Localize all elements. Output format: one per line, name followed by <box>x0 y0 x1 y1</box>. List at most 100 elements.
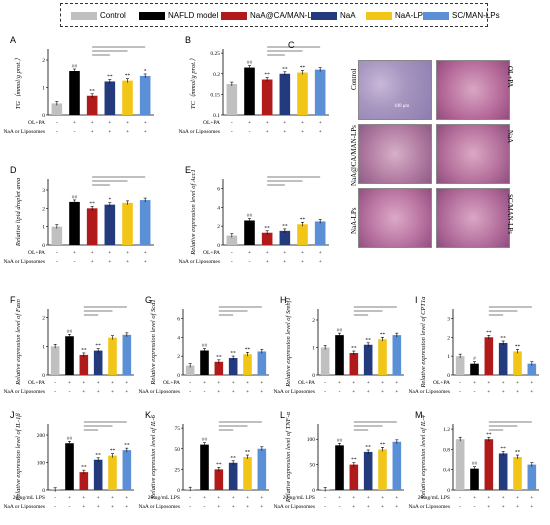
condition-sign: - <box>54 495 56 501</box>
significance-label: ** <box>500 446 506 452</box>
significance-label: ** <box>89 88 95 94</box>
condition-label: NaA or Liposomes <box>273 389 315 395</box>
condition-label: NaA or Liposomes <box>273 504 315 510</box>
y-tick-label: 200 <box>37 433 46 439</box>
y-axis-label: Relative expression level of Fasn <box>15 299 22 386</box>
condition-sign: + <box>395 389 398 395</box>
bar <box>513 457 522 490</box>
bar <box>94 351 103 375</box>
condition-sign: + <box>203 495 206 501</box>
significance-label: ** <box>264 72 270 78</box>
condition-sign: + <box>82 495 85 501</box>
histology-image-naa <box>436 124 510 184</box>
significance-label: * <box>108 197 111 203</box>
condition-sign: + <box>125 504 128 510</box>
bar <box>456 356 465 375</box>
condition-sign: - <box>459 495 461 501</box>
condition-sign: + <box>260 380 263 386</box>
y-tick-label: 100 <box>307 437 316 443</box>
right-label-sc: SC/MAN-LPs <box>506 194 514 234</box>
condition-sign: + <box>395 495 398 501</box>
condition-sign: + <box>502 504 505 510</box>
significance-label: ** <box>230 455 236 461</box>
histology-panel: C 100 μm Control NaA@CA/MAN-LPs NaA-LPs … <box>358 60 514 250</box>
condition-sign: + <box>248 120 251 126</box>
bar <box>227 84 238 115</box>
y-tick-label: 0.4 <box>443 468 450 474</box>
condition-sign: + <box>283 129 286 135</box>
panel-letter: I <box>415 295 418 305</box>
bar <box>200 445 209 490</box>
condition-sign: + <box>73 250 76 256</box>
condition-sign: - <box>474 504 476 510</box>
y-tick-label: 2 <box>42 316 45 322</box>
y-axis-label: TG（mmol/g prot.） <box>14 55 22 110</box>
condition-sign: + <box>97 380 100 386</box>
y-tick-label: 50 <box>175 447 181 453</box>
condition-label: NaA or Liposomes <box>3 504 45 510</box>
condition-sign: + <box>108 250 111 256</box>
condition-label: OL+PA <box>433 380 450 386</box>
bar <box>262 80 273 115</box>
condition-sign: + <box>487 380 490 386</box>
condition-sign: + <box>487 389 490 395</box>
condition-sign: - <box>459 504 461 510</box>
condition-sign: + <box>126 259 129 265</box>
y-tick-label: 1 <box>42 344 45 350</box>
legend-item: NAFLD model <box>139 10 218 22</box>
condition-sign: + <box>232 380 235 386</box>
significance-label: ** <box>500 335 506 341</box>
condition-sign: + <box>530 495 533 501</box>
y-tick-label: 0 <box>42 373 45 379</box>
bar <box>52 227 63 245</box>
condition-sign: + <box>260 504 263 510</box>
y-tick-label: 4 <box>177 335 180 341</box>
condition-sign: + <box>367 389 370 395</box>
condition-label: OL+PA <box>28 250 45 256</box>
condition-sign: + <box>82 389 85 395</box>
y-tick-label: 2 <box>42 206 45 212</box>
y-axis-label: TC（mmol/g prot.） <box>189 55 197 109</box>
significance-label: ** <box>95 343 101 349</box>
y-tick-label: 0 <box>312 373 315 379</box>
condition-sign: + <box>473 380 476 386</box>
condition-label: 20 ng/mL LPS <box>13 495 45 501</box>
condition-sign: - <box>249 129 251 135</box>
bar <box>108 338 117 375</box>
condition-sign: + <box>108 129 111 135</box>
y-axis-label: Relative expression level of IL-6 <box>150 414 157 500</box>
condition-sign: + <box>246 504 249 510</box>
condition-sign: - <box>339 389 341 395</box>
condition-sign: - <box>56 120 58 126</box>
y-tick-label: 25 <box>175 467 181 473</box>
condition-sign: + <box>91 120 94 126</box>
condition-sign: + <box>530 504 533 510</box>
condition-sign: - <box>204 389 206 395</box>
condition-sign: - <box>56 259 58 265</box>
bar <box>80 355 89 375</box>
y-tick-label: 0.8 <box>443 447 450 453</box>
y-tick-label: 2 <box>312 318 315 324</box>
condition-sign: - <box>54 504 56 510</box>
bar <box>528 465 537 490</box>
significance-label: ** <box>110 448 116 454</box>
significance-label: ** <box>89 201 95 207</box>
y-tick-label: 0 <box>42 488 45 494</box>
legend-item: SC/MAN-LPs <box>423 10 500 22</box>
condition-label: 20 ng/mL LPS <box>283 495 315 501</box>
significance-label: ## <box>472 461 478 467</box>
condition-sign: + <box>68 495 71 501</box>
significance-label: # <box>473 356 476 362</box>
significance-label: ** <box>95 452 101 458</box>
condition-sign: + <box>283 259 286 265</box>
condition-sign: + <box>283 250 286 256</box>
condition-label: NaA or Liposomes <box>3 129 45 135</box>
condition-sign: + <box>516 389 519 395</box>
significance-label: ## <box>67 436 73 442</box>
significance-label: ** <box>81 465 87 471</box>
condition-sign: + <box>502 380 505 386</box>
y-tick-label: 1 <box>42 86 45 92</box>
